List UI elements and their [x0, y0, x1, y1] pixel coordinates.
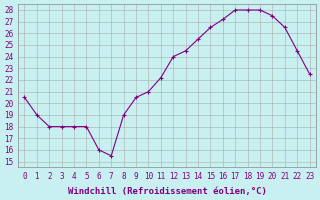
X-axis label: Windchill (Refroidissement éolien,°C): Windchill (Refroidissement éolien,°C) [68, 187, 267, 196]
